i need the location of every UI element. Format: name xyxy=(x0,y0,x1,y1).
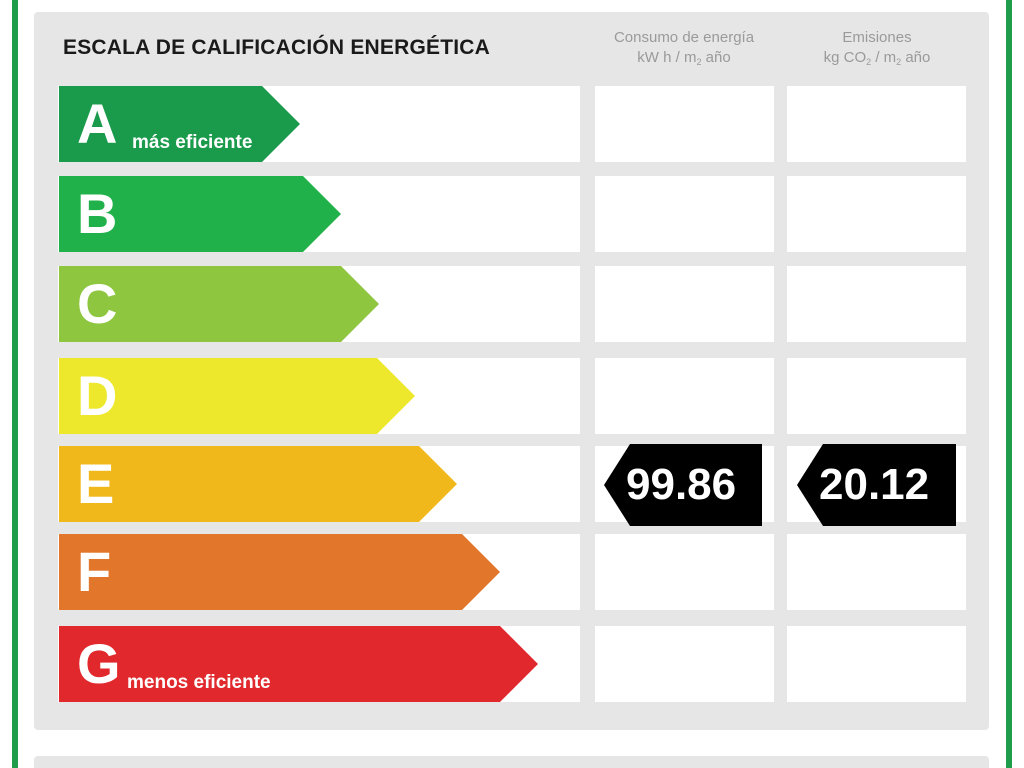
band-letter: E xyxy=(77,452,115,515)
band-arrow-b: B xyxy=(59,176,341,252)
band-arrow-f: F xyxy=(59,534,500,610)
consumo-cell-d xyxy=(595,358,774,434)
band-arrow-shape xyxy=(59,534,500,610)
emisiones-header: Emisiones kg CO2 / m2 año xyxy=(787,28,967,72)
band-arrow-fill xyxy=(59,534,500,610)
left-frame-border xyxy=(0,0,18,768)
scale-title: ESCALA DE CALIFICACIÓN ENERGÉTICA xyxy=(63,36,490,59)
band-arrow-fill xyxy=(59,626,538,702)
emisiones-cell-a xyxy=(787,86,966,162)
band-arrow-d: D xyxy=(59,358,415,434)
consumo-cell-g xyxy=(595,626,774,702)
consumo-cell-f xyxy=(595,534,774,610)
emisiones-cell-g xyxy=(787,626,966,702)
consumo-cell-b xyxy=(595,176,774,252)
right-frame-border xyxy=(1006,0,1024,768)
band-caption: más eficiente xyxy=(132,132,253,153)
band-arrow-fill xyxy=(59,266,379,342)
band-arrow-shape xyxy=(59,266,379,342)
value-text: 20.12 xyxy=(819,460,930,509)
band-caption: menos eficiente xyxy=(127,672,271,693)
band-arrow-shape xyxy=(59,446,457,522)
band-letter: F xyxy=(77,540,112,603)
band-arrow-c: C xyxy=(59,266,379,342)
emisiones-cell-f xyxy=(787,534,966,610)
value-tag-fill xyxy=(797,444,956,526)
consumo-cell-a xyxy=(595,86,774,162)
consumo-header: Consumo de energía kW h / m2 año xyxy=(594,28,774,72)
band-letter: A xyxy=(77,92,118,155)
band-arrow-shape xyxy=(59,176,341,252)
value-tag-fill xyxy=(604,444,762,526)
consumo-cell-c xyxy=(595,266,774,342)
value-tag-shape xyxy=(797,444,956,526)
band-letter: G xyxy=(77,632,121,695)
next-panel-edge xyxy=(34,756,989,768)
band-letter: C xyxy=(77,272,118,335)
consumo-value-tag: 99.86 xyxy=(604,444,762,526)
value-tag-shape xyxy=(604,444,762,526)
value-text: 99.86 xyxy=(626,460,737,509)
band-arrow-shape xyxy=(59,626,538,702)
emisiones-cell-b xyxy=(787,176,966,252)
emisiones-header-unit: kg CO2 / m2 año xyxy=(823,49,931,67)
emisiones-cell-c xyxy=(787,266,966,342)
band-arrow-shape xyxy=(59,86,300,162)
emisiones-header-line1: Emisiones xyxy=(842,29,912,46)
band-letter: D xyxy=(77,364,118,427)
band-letter: B xyxy=(77,182,118,245)
emisiones-value-tag: 20.12 xyxy=(797,444,956,526)
consumo-header-line1: Consumo de energía xyxy=(613,29,755,46)
band-arrow-fill xyxy=(59,358,415,434)
emisiones-cell-d xyxy=(787,358,966,434)
band-arrow-shape xyxy=(59,358,415,434)
consumo-header-unit: kW h / m2 año xyxy=(637,49,731,67)
band-arrow-e: E xyxy=(59,446,457,522)
band-arrow-fill xyxy=(59,86,300,162)
band-arrow-fill xyxy=(59,446,457,522)
band-arrow-fill xyxy=(59,176,341,252)
